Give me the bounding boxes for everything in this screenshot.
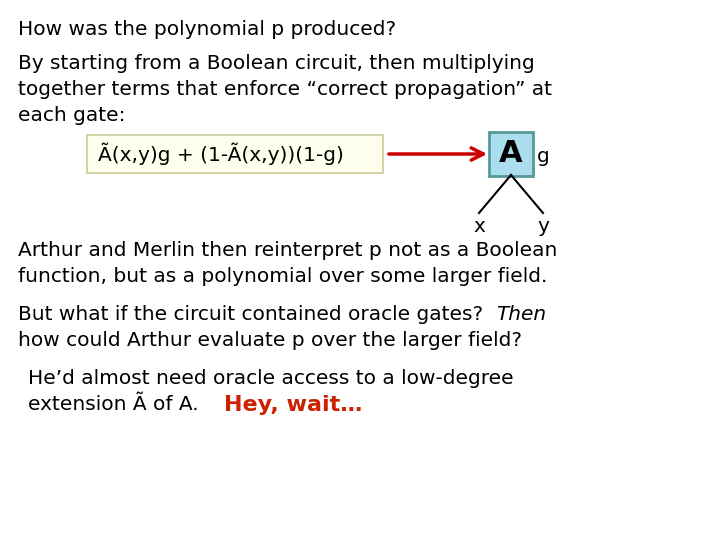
Text: x: x <box>473 217 485 236</box>
Text: function, but as a polynomial over some larger field.: function, but as a polynomial over some … <box>18 267 547 286</box>
Text: each gate:: each gate: <box>18 106 125 125</box>
Text: Then: Then <box>496 305 546 324</box>
FancyBboxPatch shape <box>87 135 383 173</box>
Text: g: g <box>537 146 550 165</box>
Text: A: A <box>499 139 523 168</box>
Text: How was the polynomial p produced?: How was the polynomial p produced? <box>18 20 396 39</box>
Text: extension Ã of A.: extension Ã of A. <box>28 395 224 414</box>
Text: By starting from a Boolean circuit, then multiplying: By starting from a Boolean circuit, then… <box>18 54 535 73</box>
FancyBboxPatch shape <box>489 132 533 176</box>
Text: Ã(x,y)g + (1-Ã(x,y))(1-g): Ã(x,y)g + (1-Ã(x,y))(1-g) <box>98 143 344 165</box>
Text: y: y <box>537 217 549 236</box>
Text: together terms that enforce “correct propagation” at: together terms that enforce “correct pro… <box>18 80 552 99</box>
Text: But what if the circuit contained oracle gates?: But what if the circuit contained oracle… <box>18 305 496 324</box>
Text: how could Arthur evaluate p over the larger field?: how could Arthur evaluate p over the lar… <box>18 331 522 350</box>
Text: He’d almost need oracle access to a low-degree: He’d almost need oracle access to a low-… <box>28 369 513 388</box>
Text: Arthur and Merlin then reinterpret p not as a Boolean: Arthur and Merlin then reinterpret p not… <box>18 241 557 260</box>
Text: Hey, wait…: Hey, wait… <box>224 395 362 415</box>
